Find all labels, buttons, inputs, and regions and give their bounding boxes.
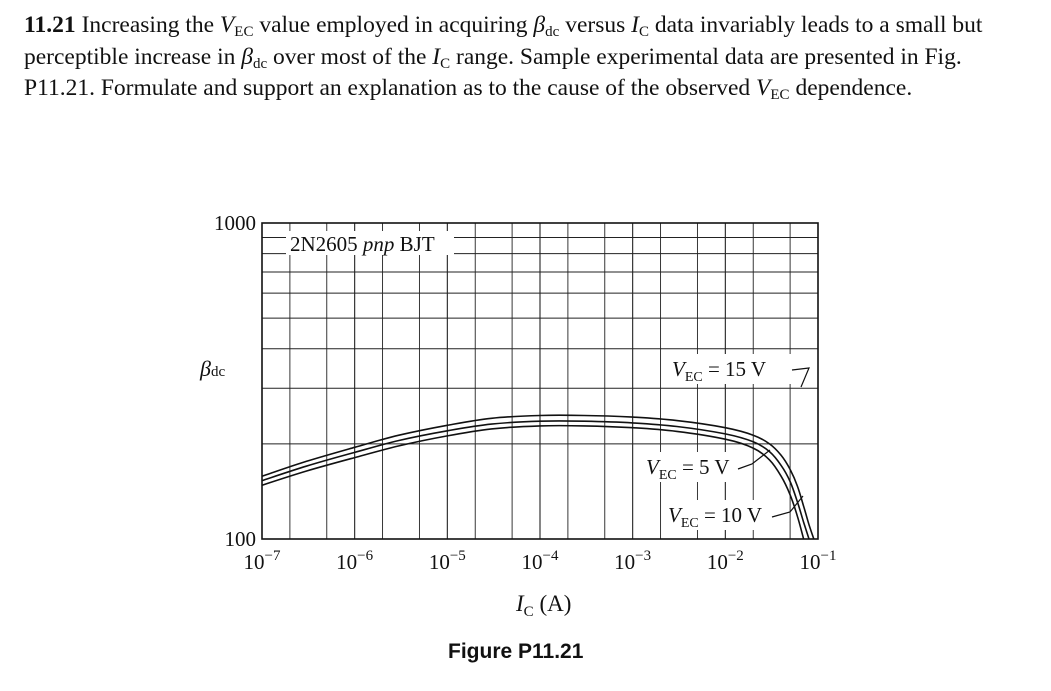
series-labels: VEC = 15 V VEC = 5 V VEC = 10 V [644, 354, 810, 531]
series-label-bg [644, 452, 752, 482]
math-symbol: βdc [533, 12, 560, 40]
series-label-bg [666, 500, 786, 530]
math-symbol: IC [631, 12, 649, 40]
figure-caption: Figure P11.21 [448, 640, 584, 663]
device-label-bg [286, 231, 454, 255]
series-label-bg [670, 354, 804, 384]
x-tick-label: 10−2 [707, 548, 744, 574]
x-axis-label: IC (A) [515, 591, 571, 620]
x-tick-label: 10−5 [429, 548, 466, 574]
math-symbol: VEC [219, 12, 254, 40]
math-symbol: IC [432, 43, 451, 72]
x-tick-label: 10−6 [336, 548, 373, 574]
series-leader-line [771, 495, 804, 518]
y-tick-label: 1000 [214, 211, 256, 235]
x-tick-label: 10−7 [244, 548, 281, 574]
curve-vec-2 [261, 420, 810, 540]
series-label: VEC = 5 V [646, 455, 730, 483]
problem-statement: 11.21 Increasing the VEC value employed i… [24, 12, 983, 103]
series-label: VEC = 10 V [668, 503, 762, 531]
x-tick-label: 10−1 [800, 548, 837, 574]
curve-vec-1 [261, 424, 805, 540]
math-symbol: βdc [241, 43, 268, 72]
x-tick-label: 10−4 [522, 548, 559, 574]
chart-grid [262, 223, 818, 539]
curve-vec-3 [261, 414, 815, 540]
chart-ticks: 10−7 10−6 10−5 10−4 10−3 10−2 10−1 1000 100 [214, 211, 836, 574]
series-label: VEC = 15 V [672, 357, 766, 385]
chart-curves [261, 414, 815, 540]
problem-number: 11.21 [24, 12, 76, 38]
plot-frame [261, 222, 819, 540]
y-axis-label: βdc [199, 356, 225, 381]
series-leader-line [791, 367, 810, 388]
x-tick-label: 10−3 [614, 548, 651, 574]
series-leader-line [737, 449, 771, 470]
device-label: 2N2605 pnp BJT [290, 232, 435, 256]
y-tick-label: 100 [225, 527, 257, 551]
math-symbol: VEC [756, 75, 790, 103]
